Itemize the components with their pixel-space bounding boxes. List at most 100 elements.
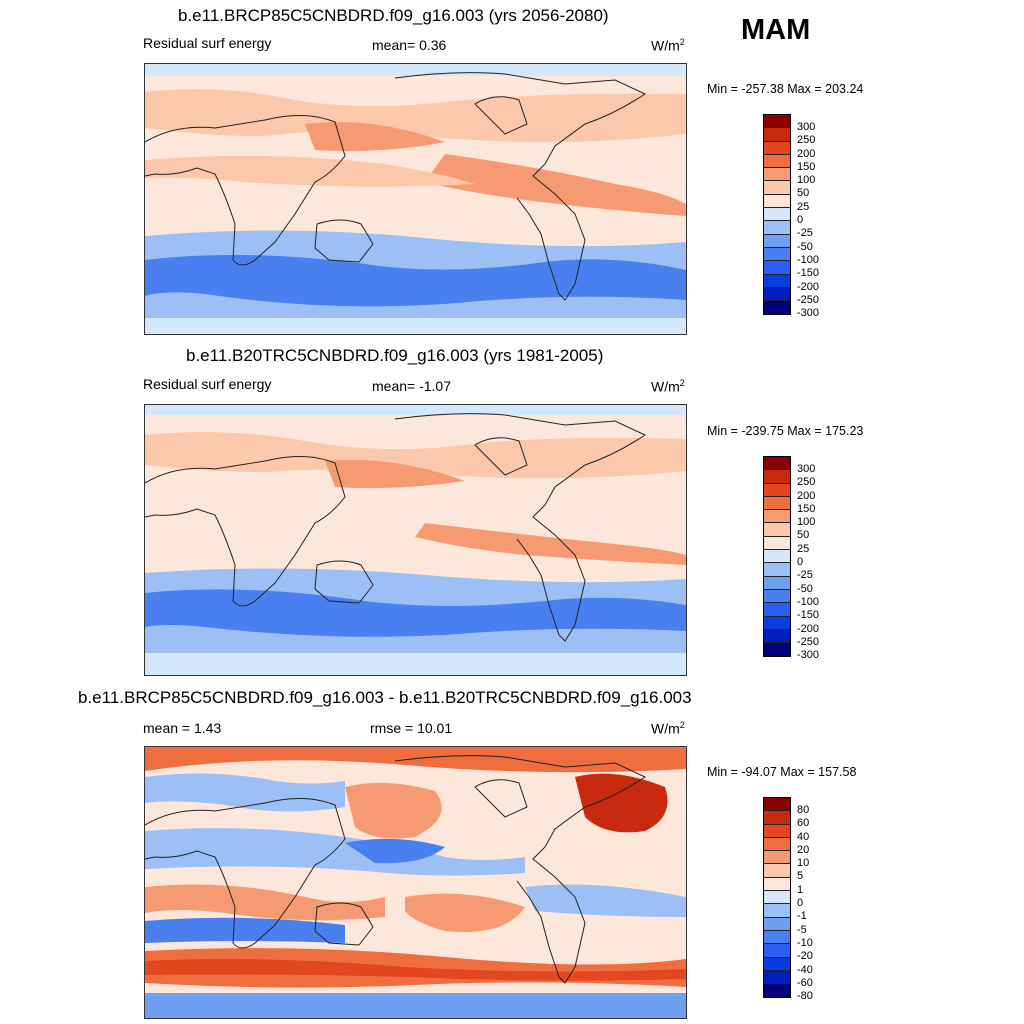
colorbar-swatch [764, 510, 790, 524]
map-historical [144, 404, 687, 676]
tick-label: 100 [797, 174, 816, 187]
mean-label: mean = 1.43 [143, 720, 222, 736]
colorbar-swatch [764, 616, 790, 630]
colorbar-labels: 80 60 40 20 10 5 1 0 -1 -5 -10 -20 -40 -… [797, 804, 813, 1003]
colorbar-swatch [764, 115, 790, 129]
colorbar-swatch [764, 589, 790, 604]
mean-label: mean= -1.07 [372, 378, 451, 394]
colorbar-rcp85 [763, 114, 791, 316]
tick-label: 250 [797, 476, 816, 489]
heatmap-field [145, 405, 686, 675]
tick-label: -250 [797, 635, 820, 648]
tick-label: -150 [797, 609, 820, 622]
minmax-label: Min = -257.38 Max = 203.24 [707, 82, 864, 96]
colorbar-swatch [764, 629, 790, 644]
colorbar-swatch [764, 944, 790, 958]
tick-label: 5 [797, 870, 804, 883]
colorbar-swatch [764, 643, 790, 657]
colorbar-swatch [764, 483, 790, 497]
tick-label: -100 [797, 595, 820, 608]
tick-label: 0 [797, 556, 804, 569]
colorbar-swatch [764, 301, 790, 315]
units-label: W/m2 [651, 37, 685, 54]
tick-label: -5 [797, 923, 807, 936]
tick-label: 100 [797, 516, 816, 529]
tick-label: -20 [797, 950, 813, 963]
tick-label: -200 [797, 622, 820, 635]
units-label: W/m2 [651, 378, 685, 395]
tick-label: 0 [797, 897, 804, 910]
field-label: Residual surf energy [143, 376, 272, 392]
colorbar-swatch [764, 864, 790, 878]
colorbar-swatch [764, 128, 790, 142]
colorbar-swatch [764, 877, 790, 892]
colorbar-difference [763, 797, 791, 999]
colorbar-swatch [764, 221, 790, 235]
colorbar-swatch [764, 837, 790, 852]
tick-label: 300 [797, 463, 816, 475]
colorbar-swatch [764, 181, 790, 195]
tick-label: -60 [797, 976, 813, 989]
colorbar-swatch [764, 811, 790, 825]
units-label: W/m2 [651, 720, 685, 737]
tick-label: 0 [797, 214, 804, 227]
tick-label: 60 [797, 817, 810, 830]
tick-label: -50 [797, 582, 813, 595]
colorbar-swatch [764, 563, 790, 577]
colorbar-swatch [764, 824, 790, 838]
tick-label: -250 [797, 293, 820, 306]
colorbar-swatch [764, 168, 790, 182]
tick-label: 50 [797, 529, 810, 542]
colorbar-swatch [764, 798, 790, 812]
tick-label: -200 [797, 280, 820, 293]
colorbar-swatch [764, 234, 790, 248]
colorbar-swatch [764, 970, 790, 985]
colorbar-swatch [764, 470, 790, 484]
tick-label: 250 [797, 134, 816, 147]
colorbar-swatch [764, 957, 790, 971]
tick-label: -1 [797, 910, 807, 923]
tick-label: 1 [797, 883, 804, 896]
colorbar-swatch [764, 194, 790, 209]
tick-label: -300 [797, 307, 820, 320]
tick-label: -150 [797, 267, 820, 280]
tick-label: 300 [797, 121, 816, 133]
colorbar-swatch [764, 274, 790, 288]
heatmap-field [145, 747, 686, 1018]
tick-label: 20 [797, 843, 810, 856]
tick-label: 50 [797, 187, 810, 200]
colorbar-swatch [764, 208, 790, 222]
tick-label: -50 [797, 240, 813, 253]
tick-label: -25 [797, 569, 813, 582]
colorbar-swatch [764, 154, 790, 169]
colorbar-swatch [764, 536, 790, 551]
minmax-label: Min = -94.07 Max = 157.58 [707, 765, 857, 779]
colorbar-swatch [764, 851, 790, 865]
tick-label: -300 [797, 649, 820, 662]
tick-label: -40 [797, 963, 813, 976]
colorbar-swatch [764, 261, 790, 275]
colorbar-swatch [764, 603, 790, 617]
tick-label: 10 [797, 857, 810, 870]
rmse-label: rmse = 10.01 [370, 720, 453, 736]
colorbar-swatch [764, 917, 790, 931]
minmax-label: Min = -239.75 Max = 175.23 [707, 424, 864, 438]
field-label: Residual surf energy [143, 35, 272, 51]
colorbar-swatch [764, 930, 790, 945]
panel-title: b.e11.B20TRC5CNBDRD.f09_g16.003 (yrs 198… [186, 346, 604, 365]
colorbar-swatch [764, 523, 790, 537]
colorbar-swatch [764, 287, 790, 302]
colorbar-historical [763, 456, 791, 658]
tick-label: 150 [797, 502, 816, 515]
map-rcp85 [144, 63, 687, 335]
tick-label: -10 [797, 936, 813, 949]
tick-label: 200 [797, 489, 816, 502]
tick-label: -80 [797, 990, 813, 1003]
colorbar-swatch [764, 457, 790, 471]
mean-label: mean= 0.36 [372, 37, 447, 53]
tick-label: 150 [797, 160, 816, 173]
tick-label: -100 [797, 253, 820, 266]
map-difference [144, 746, 687, 1019]
tick-label: 80 [797, 804, 810, 816]
heatmap-field [145, 64, 686, 334]
